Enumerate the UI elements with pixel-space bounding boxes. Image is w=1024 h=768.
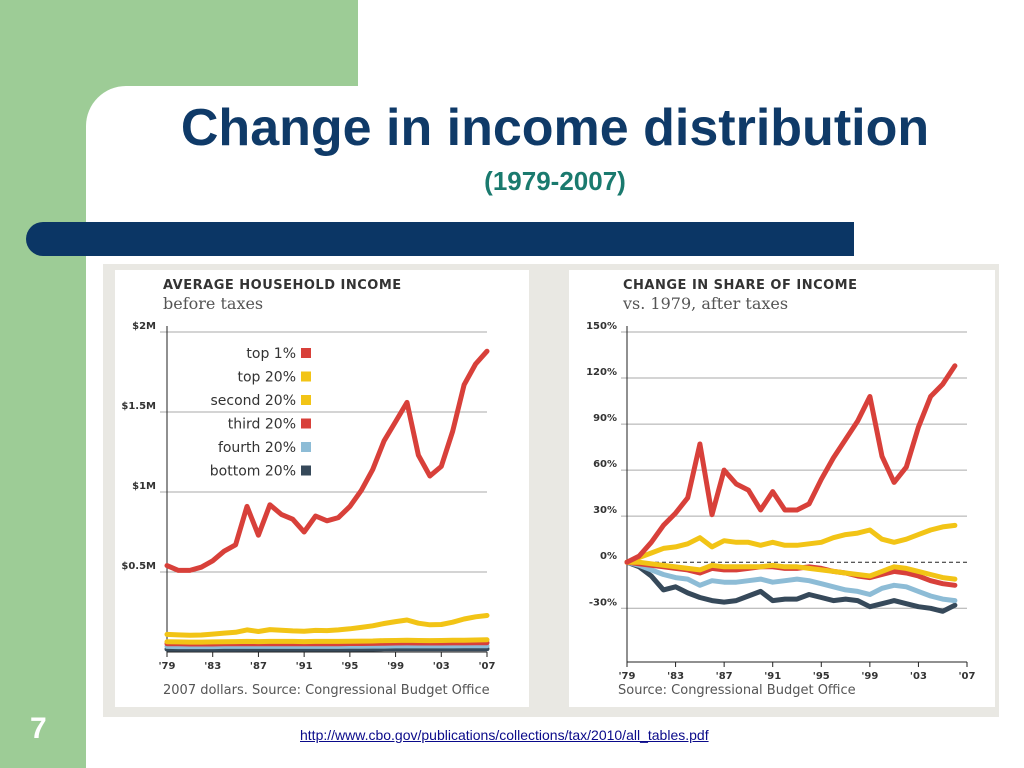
y-tick-label: 0% bbox=[600, 551, 617, 562]
x-tick-label: '07 bbox=[959, 671, 976, 682]
slide-subtitle: (1979-2007) bbox=[484, 166, 626, 196]
top-green-band bbox=[0, 0, 358, 86]
x-tick-label: '07 bbox=[479, 661, 496, 672]
left-green-band bbox=[0, 0, 86, 768]
chart-source: 2007 dollars. Source: Congressional Budg… bbox=[163, 683, 490, 698]
slide-number: 7 bbox=[30, 712, 47, 745]
chart-title: CHANGE IN SHARE OF INCOME bbox=[623, 278, 857, 293]
series-line-0 bbox=[624, 363, 958, 565]
title-divider-bar bbox=[26, 222, 854, 256]
x-tick-label: '95 bbox=[341, 661, 358, 672]
legend-swatch bbox=[301, 418, 311, 429]
chart-subtitle: vs. 1979, after taxes bbox=[622, 294, 788, 313]
legend-label: second 20% bbox=[211, 393, 297, 409]
y-tick-label: 60% bbox=[593, 459, 617, 470]
x-tick-label: '87 bbox=[716, 671, 733, 682]
x-tick-label: '91 bbox=[764, 671, 781, 682]
chart-source: Source: Congressional Budget Office bbox=[618, 683, 856, 698]
series-line-4 bbox=[164, 643, 490, 650]
chart-background bbox=[569, 270, 995, 707]
x-tick-label: '99 bbox=[861, 671, 878, 682]
x-tick-label: '83 bbox=[667, 671, 684, 682]
y-tick-label: $2M bbox=[132, 321, 156, 332]
x-tick-label: '03 bbox=[433, 661, 450, 672]
slide-title: Change in income distribution bbox=[180, 99, 930, 157]
source-link[interactable]: http://www.cbo.gov/publications/collecti… bbox=[300, 727, 709, 743]
legend-swatch bbox=[301, 465, 311, 476]
y-tick-label: 150% bbox=[586, 321, 617, 332]
legend-label: bottom 20% bbox=[210, 464, 296, 480]
chart-title: AVERAGE HOUSEHOLD INCOME bbox=[163, 278, 402, 293]
x-tick-label: '79 bbox=[619, 671, 636, 682]
y-tick-label: 90% bbox=[593, 413, 617, 424]
x-tick-label: '87 bbox=[250, 661, 267, 672]
series-line-4 bbox=[624, 559, 958, 604]
legend-label: third 20% bbox=[228, 417, 296, 433]
x-tick-label: '99 bbox=[387, 661, 404, 672]
legend-swatch bbox=[301, 348, 311, 358]
series-line-2 bbox=[164, 637, 490, 645]
y-tick-label: -30% bbox=[589, 597, 617, 608]
legend-label: top 1% bbox=[246, 346, 296, 362]
y-tick-label: $1.5M bbox=[121, 401, 156, 412]
x-tick-label: '95 bbox=[813, 671, 830, 682]
x-tick-label: '83 bbox=[204, 661, 221, 672]
charts-panel: AVERAGE HOUSEHOLD INCOME before taxes $0.5… bbox=[103, 264, 999, 717]
y-tick-label: 30% bbox=[593, 505, 617, 516]
legend-swatch bbox=[301, 442, 311, 452]
series-line-5 bbox=[624, 559, 958, 614]
y-tick-label: $1M bbox=[132, 481, 156, 492]
legend-swatch bbox=[301, 395, 311, 405]
x-tick-label: '79 bbox=[159, 661, 176, 672]
legend-label: fourth 20% bbox=[218, 440, 296, 456]
rounded-corner bbox=[86, 86, 126, 126]
series-line-2 bbox=[624, 559, 958, 582]
chart-subtitle: before taxes bbox=[163, 294, 263, 313]
series-line-1 bbox=[624, 522, 958, 565]
x-tick-label: '03 bbox=[910, 671, 927, 682]
series-line-5 bbox=[164, 646, 490, 652]
y-tick-label: 120% bbox=[586, 367, 617, 378]
series-line-1 bbox=[164, 613, 490, 638]
series-line-0 bbox=[164, 348, 490, 573]
x-tick-label: '91 bbox=[296, 661, 313, 672]
legend-swatch bbox=[301, 371, 311, 382]
y-tick-label: $0.5M bbox=[121, 561, 156, 572]
legend-label: top 20% bbox=[237, 370, 296, 386]
